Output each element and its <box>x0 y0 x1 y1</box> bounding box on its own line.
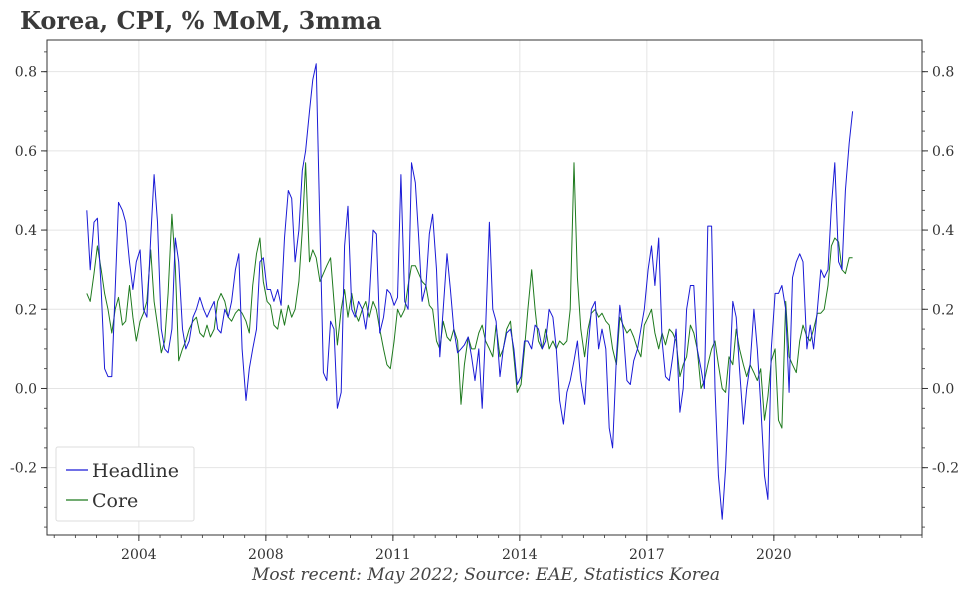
series-line-headline <box>86 63 854 520</box>
series-line-core <box>86 162 853 429</box>
plot-frame <box>46 39 923 536</box>
legend-label-core: Core <box>92 490 138 512</box>
grid <box>47 40 922 535</box>
x-tick-label: 2008 <box>248 547 284 560</box>
axes: 2004 2008 2011 2014 2017 2020 -0.2 -0.2 0.0 0.0 0.… <box>10 51 959 560</box>
y-tick-label-right: 0.0 <box>932 381 954 397</box>
y-tick-label-right: -0.2 <box>932 461 959 477</box>
x-tick-label: 2004 <box>121 547 157 560</box>
y-tick-label-left: 0.6 <box>15 144 37 160</box>
y-tick-label-right: 0.2 <box>932 302 954 318</box>
x-tick-label: 2014 <box>502 547 538 560</box>
y-tick-label-right: 0.8 <box>932 65 954 81</box>
chart: 2004 2008 2011 2014 2017 2020 -0.2 -0.2 0.0 0.0 0.… <box>10 39 959 560</box>
y-tick-label-right: 0.4 <box>932 223 954 239</box>
footnote: Most recent: May 2022; Source: EAE, Stat… <box>251 565 721 585</box>
y-tick-label-left: 0.0 <box>15 381 37 397</box>
legend: Headline Core <box>55 446 195 522</box>
x-tick-label: 2017 <box>629 547 665 560</box>
series-group <box>86 63 854 520</box>
y-tick-label-left: 0.4 <box>15 223 37 239</box>
legend-box <box>55 446 195 522</box>
y-tick-label-right: 0.6 <box>932 144 954 160</box>
y-tick-label-left: -0.2 <box>10 461 37 477</box>
x-tick-label: 2020 <box>756 547 792 560</box>
y-tick-label-left: 0.2 <box>15 302 37 318</box>
legend-label-headline: Headline <box>92 460 179 482</box>
y-tick-label-left: 0.8 <box>15 65 37 81</box>
x-tick-label: 2011 <box>375 547 411 560</box>
chart-title: Korea, CPI, % MoM, 3mma <box>20 6 382 35</box>
